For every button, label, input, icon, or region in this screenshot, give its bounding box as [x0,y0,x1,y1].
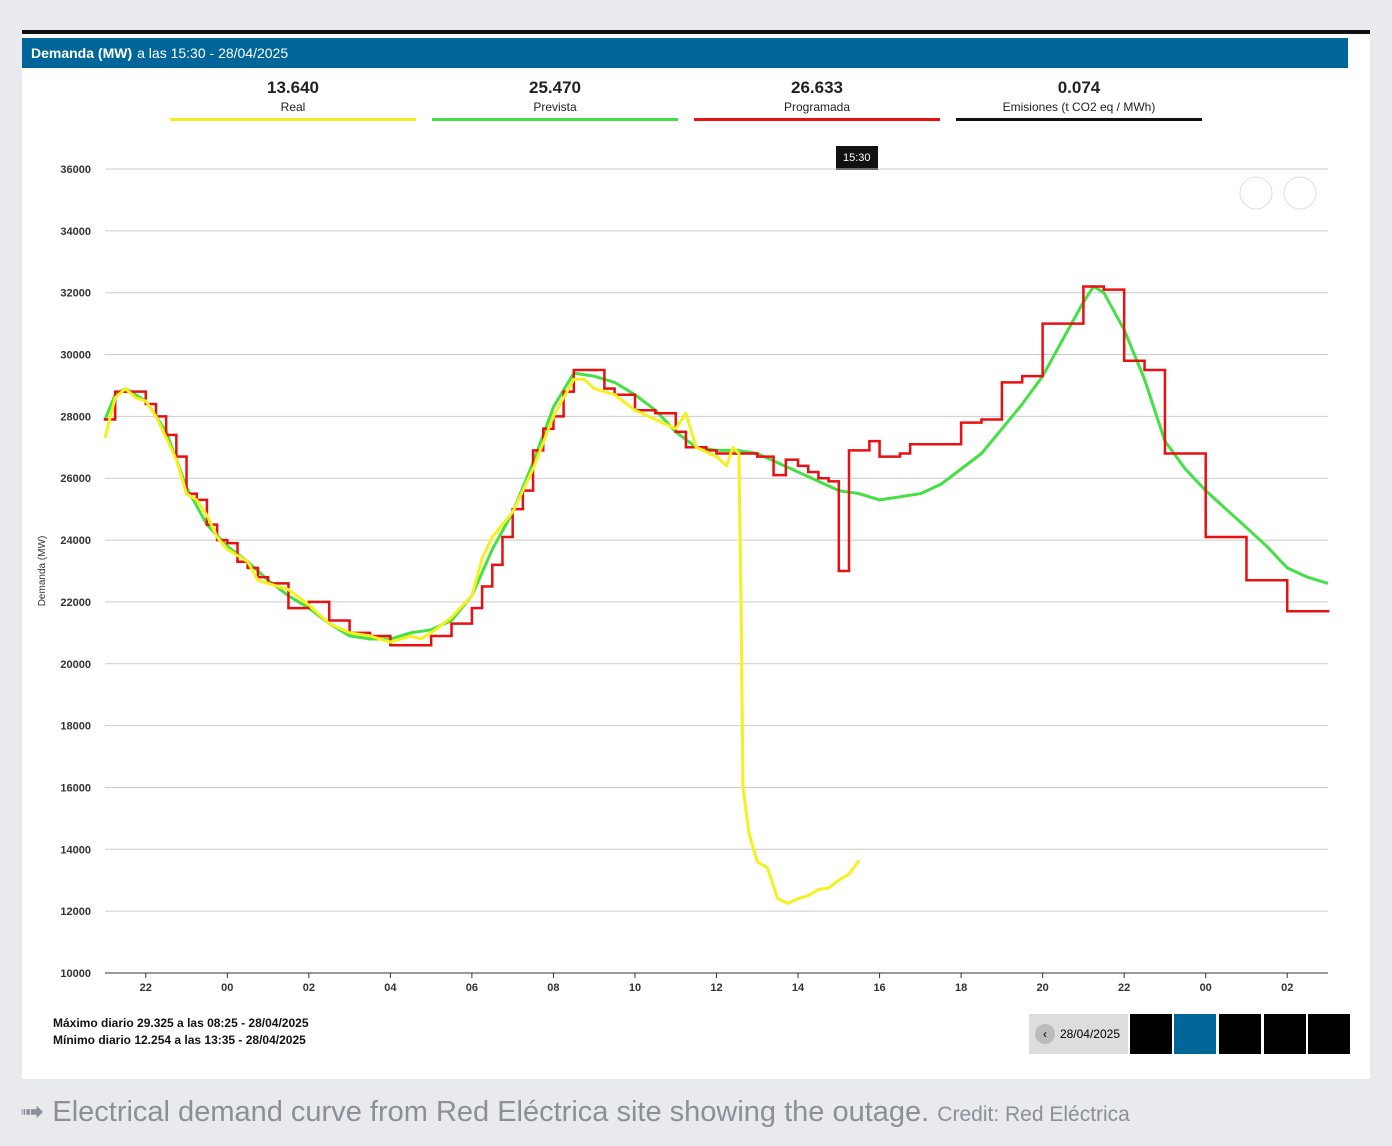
card-value: 13.640 [267,78,319,97]
tooltip: 15:30 [836,146,878,170]
x-tick-label: 14 [792,982,805,994]
y-tick-label: 12000 [60,906,91,918]
card-label: Emisiones (t CO2 eq / MWh) [1002,100,1156,114]
date-button[interactable]: ‹ 28/04/2025 [1029,1014,1128,1054]
y-tick-label: 16000 [60,782,91,794]
table-button[interactable] [1219,1014,1261,1054]
card-value: 26.633 [791,78,843,97]
y-tick-label: 34000 [60,226,91,238]
y-tick-label: 30000 [60,350,91,362]
y-tick-label: 28000 [60,411,91,423]
daily-min: Mínimo diario 12.254 a las 13:35 - 28/04… [53,1033,306,1047]
factory-icon[interactable] [1283,176,1317,210]
series-line [103,377,861,905]
caption: ➟ Electrical demand curve from Red Eléct… [20,1096,1130,1128]
header-title: Demanda (MW) [31,45,133,61]
card-label: Real [280,100,306,114]
x-tick-label: 08 [547,982,559,994]
x-tick-label: 00 [221,982,233,994]
card-label: Programada [783,100,851,114]
x-tick-label: 18 [955,982,967,994]
wind-icon[interactable] [1239,176,1273,210]
x-tick-label: 10 [629,982,641,994]
x-tick-label: 12 [710,982,722,994]
y-tick-label: 18000 [60,721,91,733]
card-value: 0.074 [1057,78,1101,97]
chart-button[interactable] [1174,1014,1216,1054]
x-tick-label: 20 [1037,982,1049,994]
y-tick-label: 20000 [60,659,91,671]
caption-credit: Credit: Red Eléctrica [937,1103,1130,1126]
y-tick-label: 36000 [60,164,91,176]
summary-card: 26.633 Programada [694,78,940,121]
y-tick-label: 32000 [60,288,91,300]
x-tick-label: 16 [873,982,885,994]
caption-text: Electrical demand curve from Red Eléctri… [52,1096,930,1128]
map-button[interactable] [1308,1014,1350,1054]
x-tick-label: 02 [1281,982,1293,994]
y-tick-label: 24000 [60,535,91,547]
panel: Demanda (MW) a las 15:30 - 28/04/2025 15:… [22,30,1370,1079]
card-label: Prevista [533,100,577,114]
x-tick-label: 06 [466,982,478,994]
x-tick-label: 02 [303,982,315,994]
y-axis-label: Demanda (MW) [37,536,48,607]
date-label: 28/04/2025 [1059,1027,1120,1041]
summary-card: 25.470 Prevista [432,78,678,121]
x-tick-label: 04 [384,982,397,994]
x-tick-label: 22 [1118,982,1130,994]
x-tick-label: 22 [140,982,152,994]
y-tick-label: 26000 [60,473,91,485]
summary-card: 13.640 Real [170,78,416,121]
x-tick-label: 00 [1200,982,1212,994]
calendar-button[interactable] [1130,1014,1172,1054]
card-value: 25.470 [529,78,581,97]
y-tick-label: 14000 [60,844,91,856]
header-subtitle: a las 15:30 - 28/04/2025 [137,45,289,61]
y-tick-label: 22000 [60,597,91,609]
header: Demanda (MW) a las 15:30 - 28/04/2025 [22,38,1348,68]
y-tick-label: 10000 [60,968,91,980]
area-button[interactable] [1264,1014,1306,1054]
summary-card: 0.074 Emisiones (t CO2 eq / MWh) [956,78,1202,121]
daily-max: Máximo diario 29.325 a las 08:25 - 28/04… [53,1016,309,1030]
